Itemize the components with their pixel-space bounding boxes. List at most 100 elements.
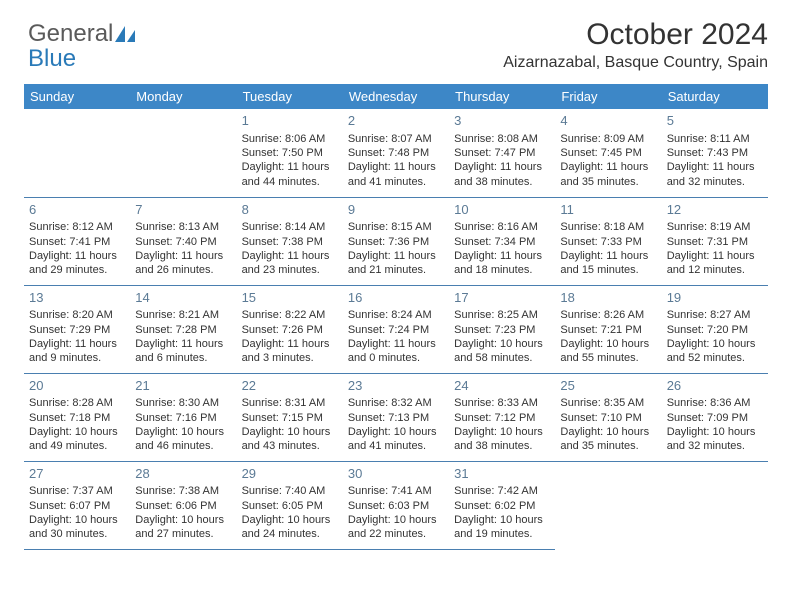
calendar-day: 23Sunrise: 8:32 AMSunset: 7:13 PMDayligh…	[343, 373, 449, 461]
calendar-day: 11Sunrise: 8:18 AMSunset: 7:33 PMDayligh…	[555, 197, 661, 285]
day-info: Sunrise: 8:19 AMSunset: 7:31 PMDaylight:…	[667, 220, 763, 277]
calendar-day: 19Sunrise: 8:27 AMSunset: 7:20 PMDayligh…	[662, 285, 768, 373]
day-info: Sunrise: 8:08 AMSunset: 7:47 PMDaylight:…	[454, 132, 550, 189]
day-number: 12	[667, 202, 763, 219]
calendar-row: 6Sunrise: 8:12 AMSunset: 7:41 PMDaylight…	[24, 197, 768, 285]
calendar-day: 21Sunrise: 8:30 AMSunset: 7:16 PMDayligh…	[130, 373, 236, 461]
day-info: Sunrise: 8:33 AMSunset: 7:12 PMDaylight:…	[454, 396, 550, 453]
weekday-header: Friday	[555, 84, 661, 109]
day-info: Sunrise: 8:14 AMSunset: 7:38 PMDaylight:…	[242, 220, 338, 277]
calendar-day: 22Sunrise: 8:31 AMSunset: 7:15 PMDayligh…	[237, 373, 343, 461]
day-number: 7	[135, 202, 231, 219]
day-number: 20	[29, 378, 125, 395]
day-info: Sunrise: 8:27 AMSunset: 7:20 PMDaylight:…	[667, 308, 763, 365]
calendar-day: 28Sunrise: 7:38 AMSunset: 6:06 PMDayligh…	[130, 461, 236, 549]
calendar-empty	[24, 109, 130, 197]
calendar-day: 5 Sunrise: 8:11 AMSunset: 7:43 PMDaylight…	[662, 109, 768, 197]
day-info: Sunrise: 8:36 AMSunset: 7:09 PMDaylight:…	[667, 396, 763, 453]
day-number: 24	[454, 378, 550, 395]
calendar-day: 2 Sunrise: 8:07 AMSunset: 7:48 PMDaylight…	[343, 109, 449, 197]
day-info: Sunrise: 8:32 AMSunset: 7:13 PMDaylight:…	[348, 396, 444, 453]
calendar-row: 27Sunrise: 7:37 AMSunset: 6:07 PMDayligh…	[24, 461, 768, 549]
day-number: 11	[560, 202, 656, 219]
day-number: 26	[667, 378, 763, 395]
day-info: Sunrise: 8:20 AMSunset: 7:29 PMDaylight:…	[29, 308, 125, 365]
calendar-day: 13Sunrise: 8:20 AMSunset: 7:29 PMDayligh…	[24, 285, 130, 373]
calendar-empty	[555, 461, 661, 549]
logo-text-blue: Blue	[28, 45, 76, 72]
day-info: Sunrise: 7:42 AMSunset: 6:02 PMDaylight:…	[454, 484, 550, 541]
day-info: Sunrise: 7:41 AMSunset: 6:03 PMDaylight:…	[348, 484, 444, 541]
day-number: 22	[242, 378, 338, 395]
calendar-day: 6Sunrise: 8:12 AMSunset: 7:41 PMDaylight…	[24, 197, 130, 285]
calendar-day: 26Sunrise: 8:36 AMSunset: 7:09 PMDayligh…	[662, 373, 768, 461]
day-number: 8	[242, 202, 338, 219]
calendar-row: 1Sunrise: 8:06 AMSunset: 7:50 PMDaylight…	[24, 109, 768, 197]
day-number: 30	[348, 466, 444, 483]
calendar-day: 4Sunrise: 8:09 AMSunset: 7:45 PMDaylight…	[555, 109, 661, 197]
calendar-day: 31Sunrise: 7:42 AMSunset: 6:02 PMDayligh…	[449, 461, 555, 549]
day-info: Sunrise: 7:38 AMSunset: 6:06 PMDaylight:…	[135, 484, 231, 541]
day-info: Sunrise: 8:28 AMSunset: 7:18 PMDaylight:…	[29, 396, 125, 453]
weekday-header: Saturday	[662, 84, 768, 109]
day-number: 1	[242, 113, 338, 130]
weekday-header: Thursday	[449, 84, 555, 109]
calendar-day: 14Sunrise: 8:21 AMSunset: 7:28 PMDayligh…	[130, 285, 236, 373]
weekday-header: Sunday	[24, 84, 130, 109]
day-number: 14	[135, 290, 231, 307]
day-number: 2	[348, 113, 444, 130]
calendar-day: 9Sunrise: 8:15 AMSunset: 7:36 PMDaylight…	[343, 197, 449, 285]
calendar-day: 30Sunrise: 7:41 AMSunset: 6:03 PMDayligh…	[343, 461, 449, 549]
day-number: 4	[560, 113, 656, 130]
day-number: 5	[667, 113, 763, 130]
day-info: Sunrise: 8:22 AMSunset: 7:26 PMDaylight:…	[242, 308, 338, 365]
day-number: 25	[560, 378, 656, 395]
calendar-day: 12Sunrise: 8:19 AMSunset: 7:31 PMDayligh…	[662, 197, 768, 285]
day-number: 29	[242, 466, 338, 483]
day-info: Sunrise: 8:13 AMSunset: 7:40 PMDaylight:…	[135, 220, 231, 277]
logo-sail-icon	[115, 23, 137, 47]
calendar-row: 20Sunrise: 8:28 AMSunset: 7:18 PMDayligh…	[24, 373, 768, 461]
calendar-day: 25Sunrise: 8:35 AMSunset: 7:10 PMDayligh…	[555, 373, 661, 461]
day-number: 6	[29, 202, 125, 219]
day-number: 10	[454, 202, 550, 219]
day-info: Sunrise: 8:07 AMSunset: 7:48 PMDaylight:…	[348, 132, 444, 189]
day-number: 3	[454, 113, 550, 130]
day-info: Sunrise: 8:24 AMSunset: 7:24 PMDaylight:…	[348, 308, 444, 365]
day-info: Sunrise: 8:16 AMSunset: 7:34 PMDaylight:…	[454, 220, 550, 277]
calendar-day: 7Sunrise: 8:13 AMSunset: 7:40 PMDaylight…	[130, 197, 236, 285]
weekday-header: Tuesday	[237, 84, 343, 109]
calendar-day: 15Sunrise: 8:22 AMSunset: 7:26 PMDayligh…	[237, 285, 343, 373]
day-number: 21	[135, 378, 231, 395]
day-info: Sunrise: 8:18 AMSunset: 7:33 PMDaylight:…	[560, 220, 656, 277]
calendar-day: 10Sunrise: 8:16 AMSunset: 7:34 PMDayligh…	[449, 197, 555, 285]
logo-text-general: General	[28, 20, 113, 47]
day-number: 19	[667, 290, 763, 307]
calendar-day: 1Sunrise: 8:06 AMSunset: 7:50 PMDaylight…	[237, 109, 343, 197]
calendar-day: 29Sunrise: 7:40 AMSunset: 6:05 PMDayligh…	[237, 461, 343, 549]
day-info: Sunrise: 8:35 AMSunset: 7:10 PMDaylight:…	[560, 396, 656, 453]
day-number: 31	[454, 466, 550, 483]
day-info: Sunrise: 8:26 AMSunset: 7:21 PMDaylight:…	[560, 308, 656, 365]
calendar-empty	[662, 461, 768, 549]
day-info: Sunrise: 7:37 AMSunset: 6:07 PMDaylight:…	[29, 484, 125, 541]
day-number: 16	[348, 290, 444, 307]
day-number: 17	[454, 290, 550, 307]
calendar-day: 8Sunrise: 8:14 AMSunset: 7:38 PMDaylight…	[237, 197, 343, 285]
day-number: 13	[29, 290, 125, 307]
calendar-day: 24Sunrise: 8:33 AMSunset: 7:12 PMDayligh…	[449, 373, 555, 461]
day-number: 28	[135, 466, 231, 483]
day-info: Sunrise: 8:30 AMSunset: 7:16 PMDaylight:…	[135, 396, 231, 453]
logo: General Blue	[28, 22, 137, 71]
weekday-header-row: SundayMondayTuesdayWednesdayThursdayFrid…	[24, 84, 768, 109]
day-info: Sunrise: 8:11 AMSunset: 7:43 PMDaylight:…	[667, 132, 763, 189]
day-info: Sunrise: 8:12 AMSunset: 7:41 PMDaylight:…	[29, 220, 125, 277]
day-info: Sunrise: 8:25 AMSunset: 7:23 PMDaylight:…	[454, 308, 550, 365]
weekday-header: Monday	[130, 84, 236, 109]
day-number: 27	[29, 466, 125, 483]
calendar-day: 17Sunrise: 8:25 AMSunset: 7:23 PMDayligh…	[449, 285, 555, 373]
calendar-body: 1Sunrise: 8:06 AMSunset: 7:50 PMDaylight…	[24, 109, 768, 549]
day-info: Sunrise: 7:40 AMSunset: 6:05 PMDaylight:…	[242, 484, 338, 541]
day-number: 23	[348, 378, 444, 395]
calendar-empty	[130, 109, 236, 197]
